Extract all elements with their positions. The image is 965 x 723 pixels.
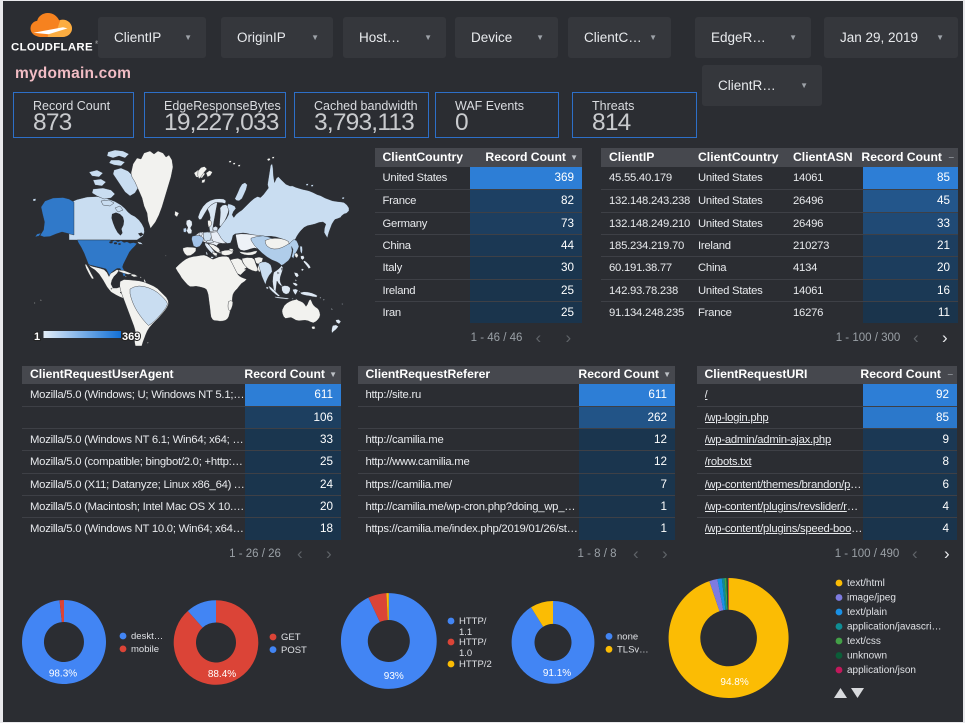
svg-text:TLSv…: TLSv… xyxy=(617,645,649,656)
svg-text:HTTP/: HTTP/ xyxy=(459,637,487,648)
svg-text:88.4%: 88.4% xyxy=(208,669,236,680)
svg-text:1.1: 1.1 xyxy=(459,627,472,638)
svg-text:deskt…: deskt… xyxy=(131,631,163,642)
svg-text:1: 1 xyxy=(34,331,40,343)
svg-text:HTTP/: HTTP/ xyxy=(459,616,487,627)
svg-text:text/css: text/css xyxy=(847,636,881,647)
svg-text:application/javascri…: application/javascri… xyxy=(847,622,942,633)
svg-text:®: ® xyxy=(95,39,99,45)
svg-text:mobile: mobile xyxy=(131,644,159,655)
svg-text:93%: 93% xyxy=(384,671,404,682)
svg-text:text/html: text/html xyxy=(847,578,885,589)
svg-text:GET: GET xyxy=(281,632,301,643)
svg-text:application/json: application/json xyxy=(847,665,916,676)
svg-text:369: 369 xyxy=(122,331,140,343)
svg-text:POST: POST xyxy=(281,645,307,656)
svg-text:98.3%: 98.3% xyxy=(49,669,77,680)
svg-text:text/plain: text/plain xyxy=(847,607,887,618)
svg-text:unknown: unknown xyxy=(847,651,887,662)
svg-text:image/jpeg: image/jpeg xyxy=(847,593,896,604)
svg-text:none: none xyxy=(617,632,638,643)
svg-text:CLOUDFLARE: CLOUDFLARE xyxy=(11,42,93,54)
svg-text:94.8%: 94.8% xyxy=(720,677,748,688)
svg-text:1.0: 1.0 xyxy=(459,648,472,659)
svg-text:91.1%: 91.1% xyxy=(543,668,571,679)
svg-text:HTTP/2: HTTP/2 xyxy=(459,659,492,670)
